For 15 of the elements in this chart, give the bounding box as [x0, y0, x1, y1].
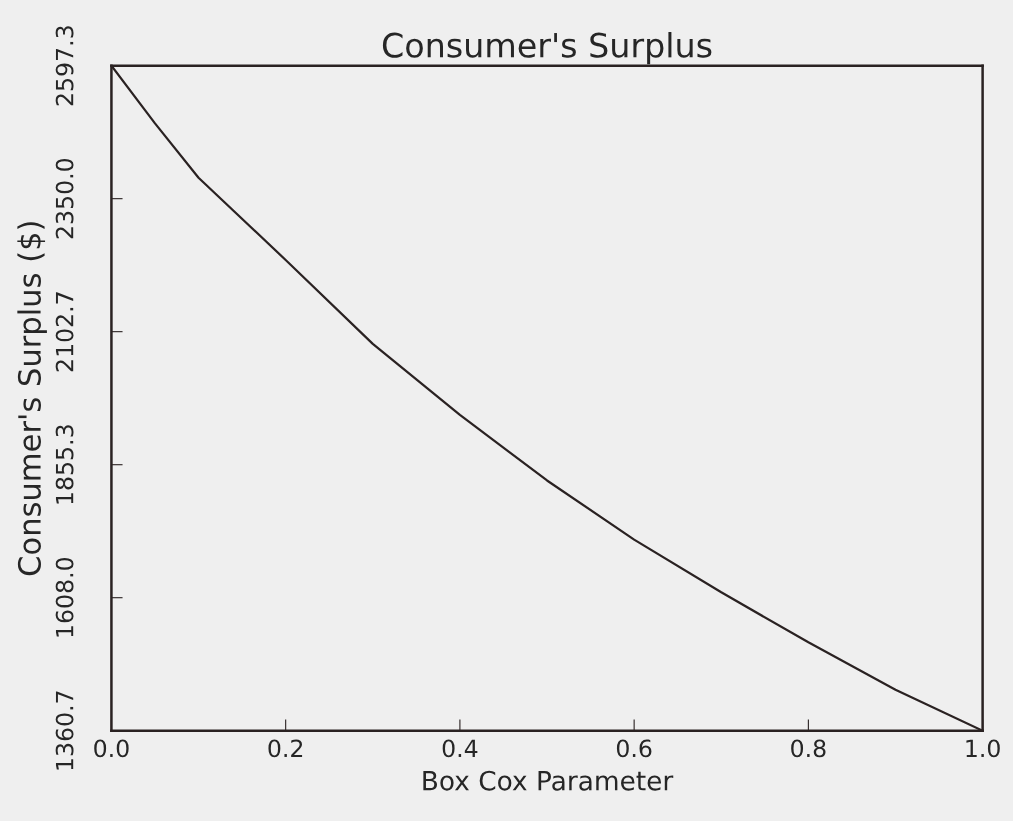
chart-title: Consumer's Surplus	[382, 32, 712, 65]
x-tick-label: 0.2	[268, 739, 303, 758]
x-tick-label: 0.8	[791, 739, 826, 758]
x-tick-label: 0.0	[94, 739, 129, 758]
x-axis-title: Box Cox Parameter	[423, 770, 674, 791]
x-tick-label: 1.0	[966, 739, 1000, 758]
y-axis-title: Consumer's Surplus ($)	[17, 222, 47, 576]
y-tick-label: 1608.0	[55, 557, 74, 637]
y-tick-label: 1855.3	[55, 425, 74, 504]
y-tick-label: 2102.7	[55, 292, 74, 372]
x-tick-label: 0.4	[442, 739, 478, 758]
y-tick-label: 2350.0	[55, 158, 74, 239]
x-tick-label: 0.6	[616, 739, 652, 758]
y-tick-label: 1360.7	[55, 691, 74, 770]
y-tick-label: 2597.3	[55, 26, 74, 106]
